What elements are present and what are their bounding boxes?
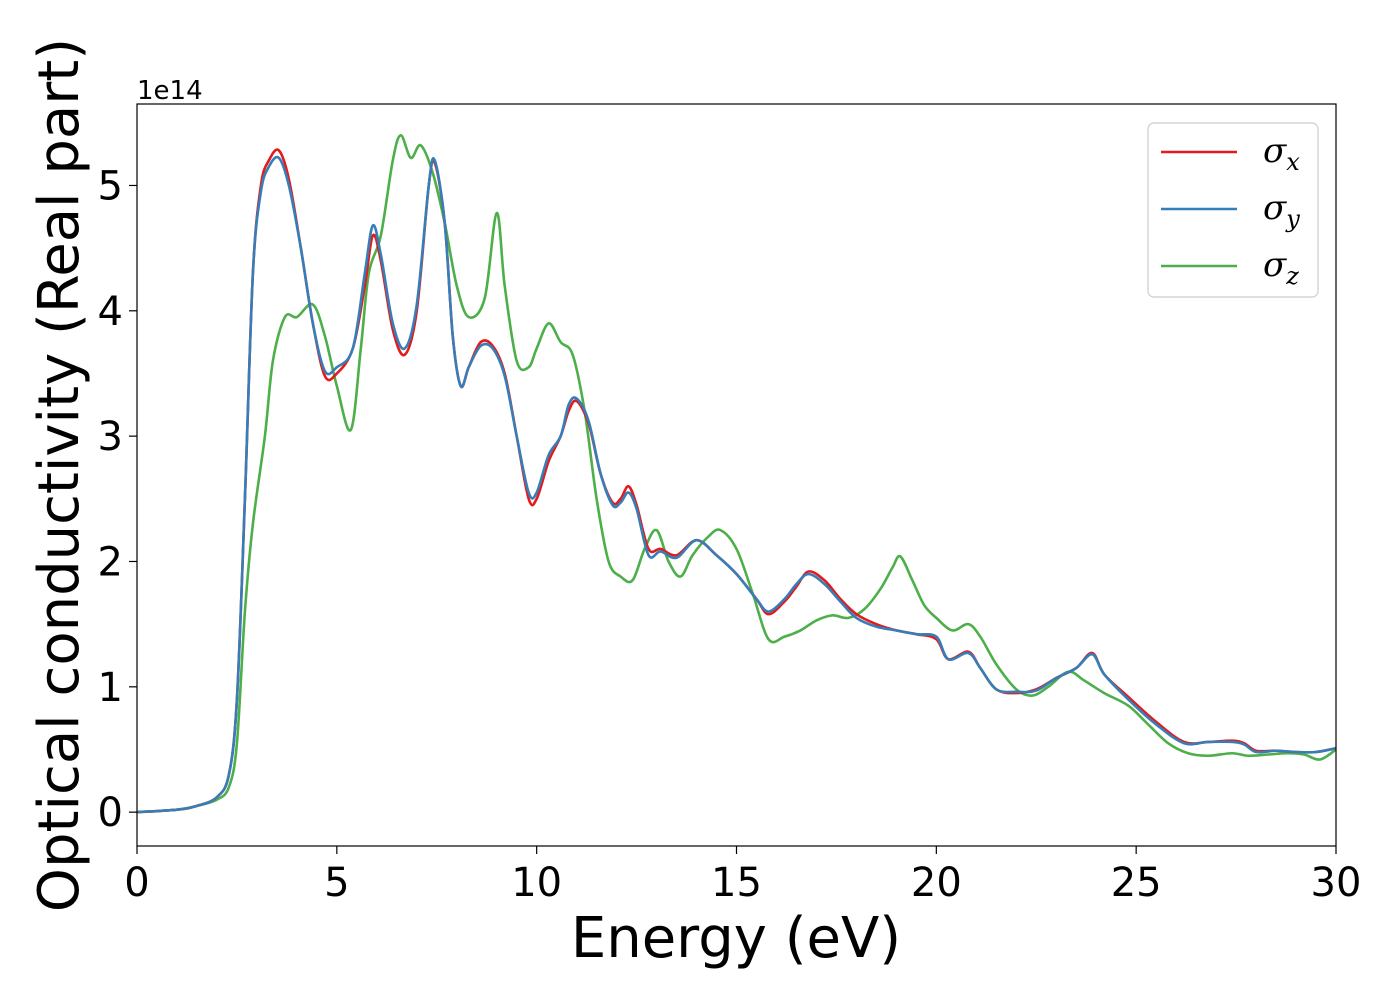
x-tick-label: 5 xyxy=(324,860,349,906)
legend-label-symbol: σ xyxy=(1263,131,1287,171)
x-tick-label: 10 xyxy=(511,860,562,906)
y-tick-label: 1 xyxy=(98,665,123,711)
legend-label-y: σy xyxy=(1263,188,1300,233)
x-tick-label: 20 xyxy=(911,860,962,906)
legend-label-x: σx xyxy=(1263,131,1300,176)
legend-label-z: σz xyxy=(1263,245,1299,290)
y-offset-label: 1e14 xyxy=(137,76,203,106)
y-tick-label: 0 xyxy=(98,790,123,836)
y-tick-label: 4 xyxy=(98,289,123,335)
legend-label-subscript: x xyxy=(1286,148,1300,176)
plot-area xyxy=(137,104,1336,846)
x-tick-label: 15 xyxy=(711,860,762,906)
y-tick-label: 3 xyxy=(98,414,123,460)
legend-label-symbol: σ xyxy=(1263,188,1287,228)
legend-label-subscript: y xyxy=(1285,205,1300,233)
legend-label-symbol: σ xyxy=(1263,245,1287,285)
series-layer xyxy=(136,134,1337,814)
y-axis-label: Optical conductivity (Real part) xyxy=(27,38,92,912)
y-axis: 0 1 2 3 4 5 xyxy=(98,163,137,836)
x-tick-label: 30 xyxy=(1311,860,1362,906)
y-tick-label: 5 xyxy=(98,163,123,209)
y-tick-label: 2 xyxy=(98,539,123,585)
x-axis: 0 5 10 15 20 25 30 xyxy=(124,846,1361,906)
x-tick-label: 0 xyxy=(124,860,149,906)
x-axis-label: Energy (eV) xyxy=(571,906,901,971)
x-tick-label: 25 xyxy=(1111,860,1162,906)
legend-label-subscript: z xyxy=(1285,262,1299,290)
series-line-y xyxy=(136,155,1337,814)
